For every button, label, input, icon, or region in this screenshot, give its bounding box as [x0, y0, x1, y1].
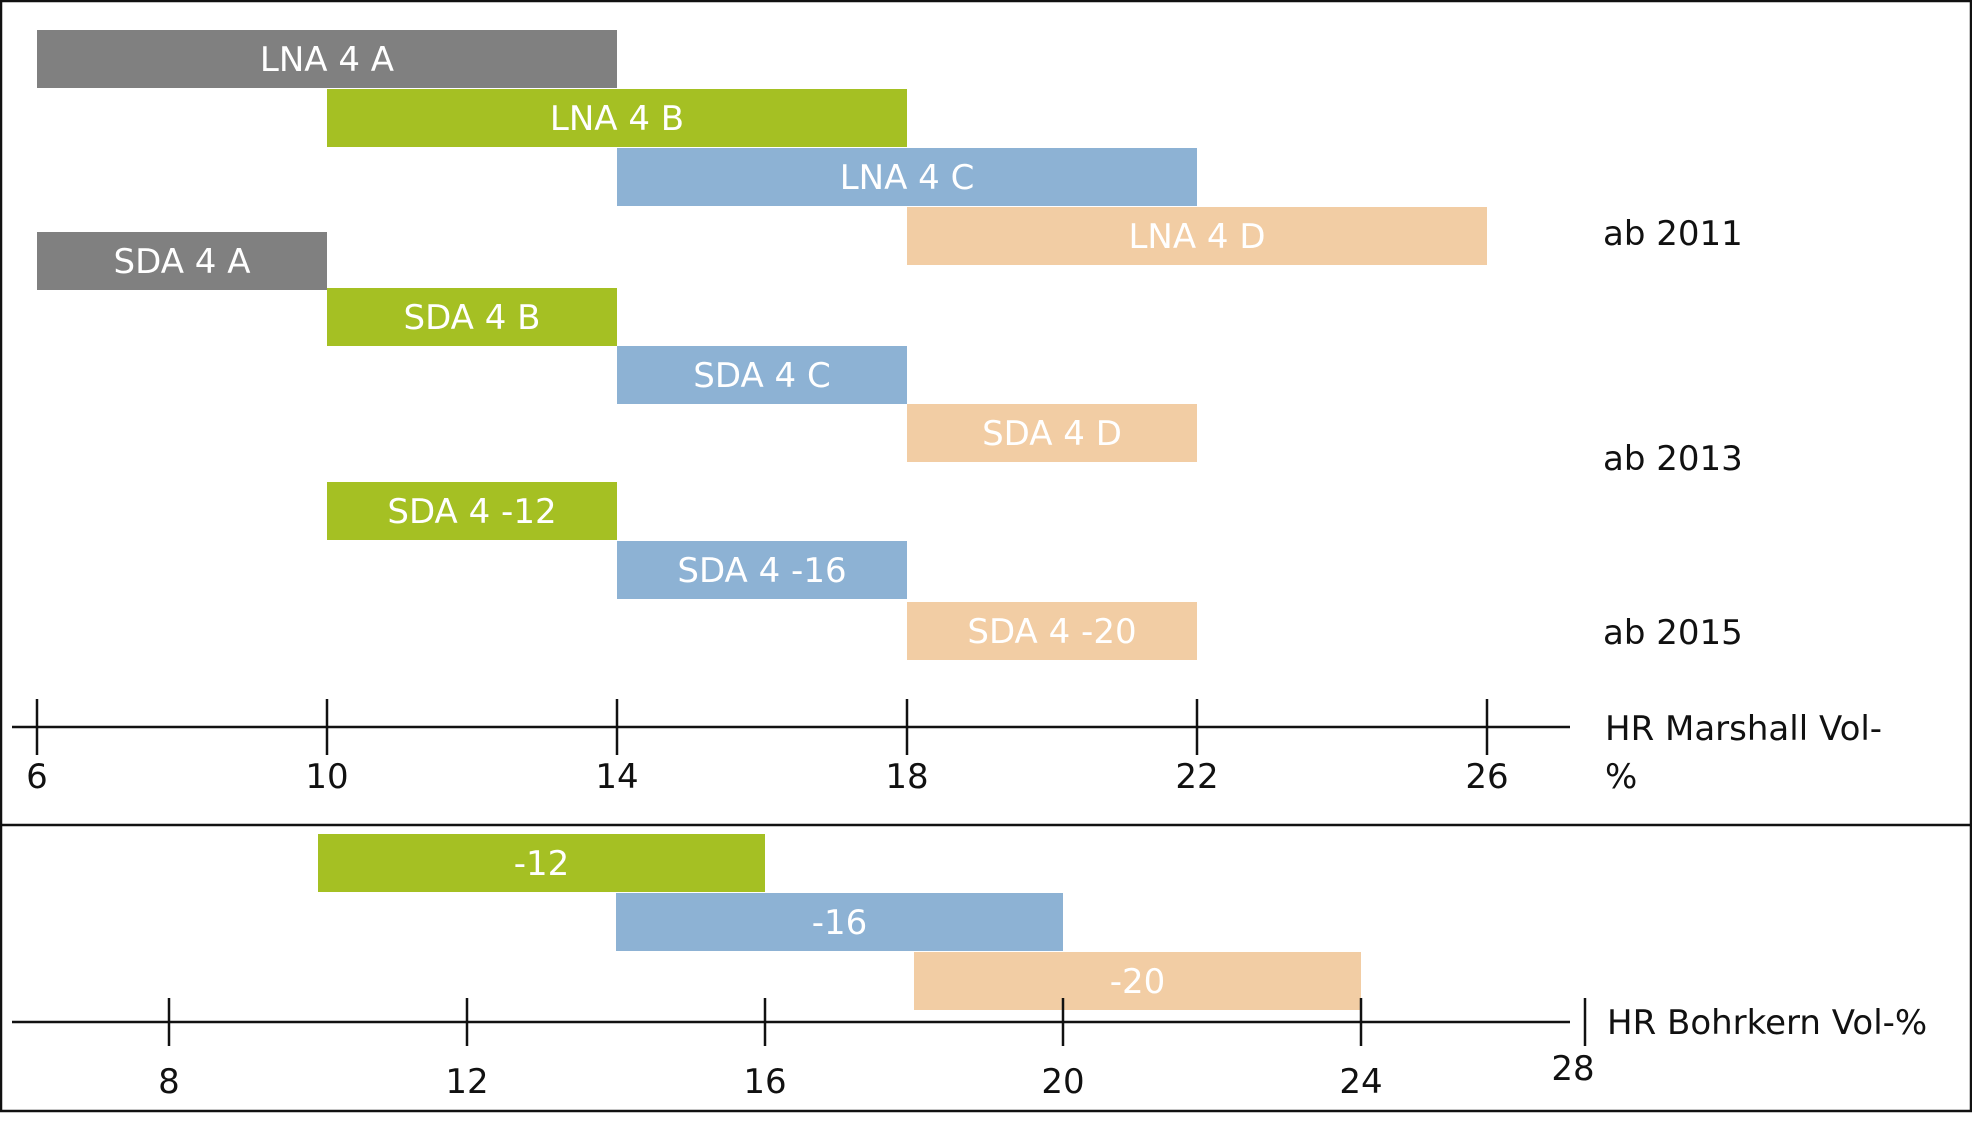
bar-16	[616, 893, 1063, 951]
bar-12	[318, 834, 765, 892]
marshall-axis-title-line-1: HR Marshall Vol-	[1605, 709, 1882, 749]
bar-label-sda-4-a: SDA 4 A	[114, 242, 251, 282]
bar-lna-4-a	[37, 30, 617, 88]
bar-label-lna-4-d: LNA 4 D	[1128, 217, 1265, 257]
bar-label-sda-4-c: SDA 4 C	[693, 356, 830, 396]
bar-label-sda-4-d: SDA 4 D	[982, 414, 1122, 454]
bohrkern-tick-label-8: 8	[158, 1062, 180, 1102]
marshall-tick-label-18: 18	[885, 757, 928, 797]
bohrkern-chart: -12 -16 -20 8 12 16 20 24 28 HR Bohrkern Vol-%	[12, 834, 1927, 1102]
bar-sda-4-d	[907, 404, 1197, 462]
bar-20	[914, 952, 1361, 1010]
marshall-tick-label-6: 6	[26, 757, 48, 797]
bohrkern-tick-label-20: 20	[1041, 1062, 1084, 1102]
bar-label-lna-4-c: LNA 4 C	[840, 158, 975, 198]
annotation-ab-2011: ab 2011	[1603, 214, 1743, 254]
bar-sda-4-b	[327, 288, 617, 346]
marshall-chart: LNA 4 A LNA 4 B LNA 4 C LNA 4 D SDA 4 A SDA 4…	[12, 30, 1882, 797]
bar-sda-4-20	[907, 602, 1197, 660]
bar-label-20: -20	[1110, 962, 1166, 1002]
bar-label-lna-4-a: LNA 4 A	[260, 40, 394, 80]
bar-label-sda-4-b: SDA 4 B	[404, 298, 541, 338]
bar-sda-4-16	[617, 541, 907, 599]
marshall-tick-label-26: 26	[1465, 757, 1508, 797]
bohrkern-axis-title: HR Bohrkern Vol-%	[1607, 1003, 1927, 1043]
bar-lna-4-c	[617, 148, 1197, 206]
marshall-axis-title-line-2: %	[1605, 757, 1637, 797]
bohrkern-tick-label-28: 28	[1551, 1049, 1594, 1089]
annotation-ab-2015: ab 2015	[1603, 613, 1743, 653]
bar-label-sda-4-12: SDA 4 -12	[387, 492, 556, 532]
bar-lna-4-b	[327, 89, 907, 147]
bar-label-12: -12	[514, 844, 570, 884]
bohrkern-tick-label-12: 12	[445, 1062, 488, 1102]
marshall-tick-label-10: 10	[305, 757, 348, 797]
bar-sda-4-c	[617, 346, 907, 404]
marshall-tick-label-22: 22	[1175, 757, 1218, 797]
bar-label-16: -16	[812, 903, 868, 943]
bar-label-sda-4-20: SDA 4 -20	[967, 612, 1136, 652]
bar-sda-4-a	[37, 232, 327, 290]
bar-label-lna-4-b: LNA 4 B	[550, 99, 684, 139]
bar-lna-4-d	[907, 207, 1487, 265]
annotation-ab-2013: ab 2013	[1603, 439, 1743, 479]
marshall-tick-label-14: 14	[595, 757, 638, 797]
bar-label-sda-4-16: SDA 4 -16	[677, 551, 846, 591]
bohrkern-tick-label-16: 16	[743, 1062, 786, 1102]
bar-sda-4-12	[327, 482, 617, 540]
bohrkern-tick-label-24: 24	[1339, 1062, 1382, 1102]
